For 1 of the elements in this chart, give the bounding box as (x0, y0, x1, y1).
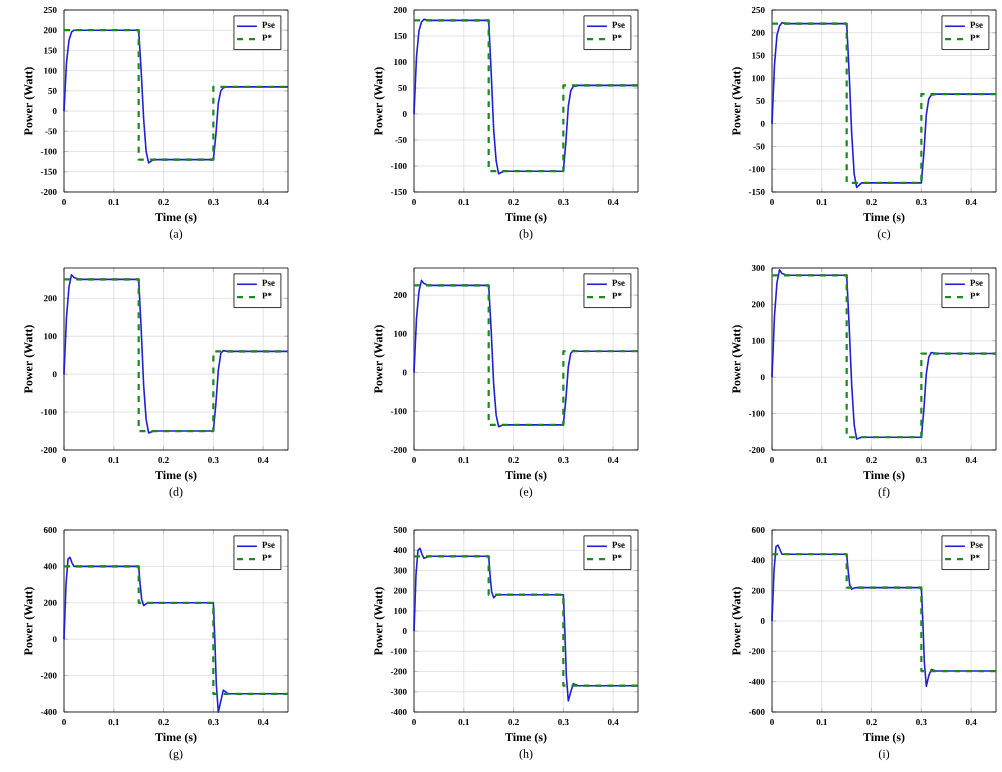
line-series (413, 547, 639, 702)
